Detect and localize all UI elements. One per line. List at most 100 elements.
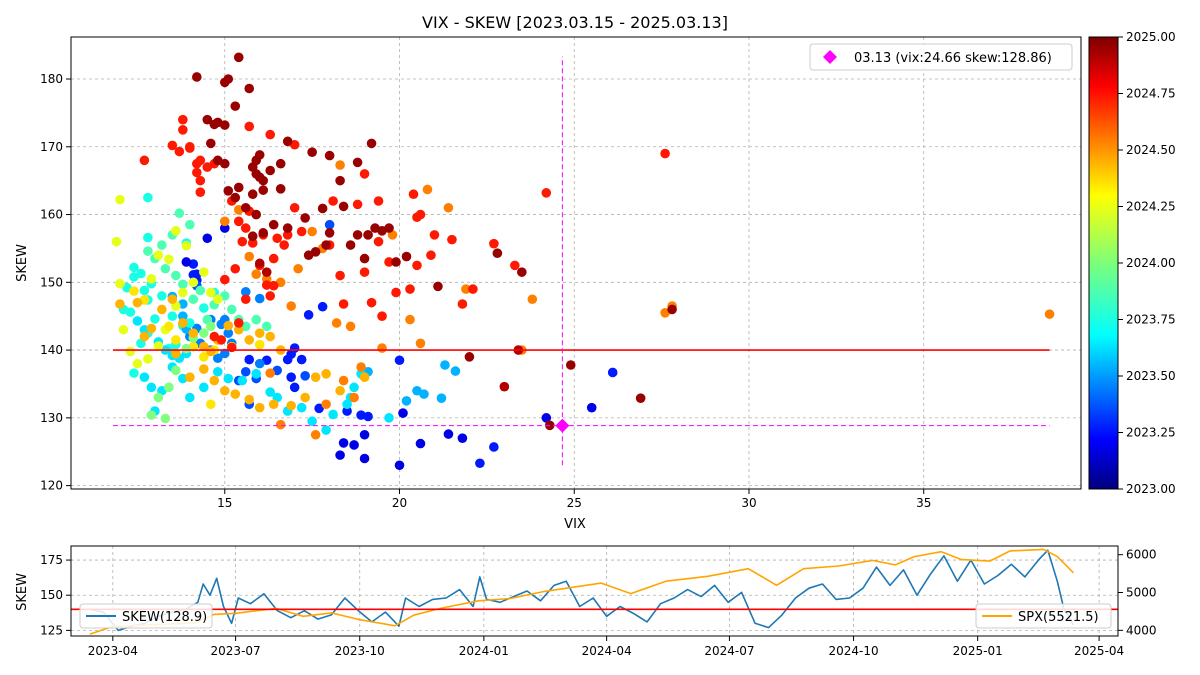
scatter-point: [265, 331, 276, 342]
scatter-point: [164, 321, 174, 332]
scatter-point: [394, 355, 405, 366]
scatter-point: [429, 230, 440, 240]
scatter-point: [349, 382, 359, 393]
spx-line: [89, 548, 1075, 635]
scatter-point: [289, 382, 300, 393]
scatter-point: [199, 303, 209, 313]
scatter-point: [261, 267, 272, 277]
scatter-point: [363, 411, 373, 422]
scatter-point: [219, 223, 230, 233]
colorbar-tick-label: 2024.25: [1126, 200, 1176, 214]
scatter-point: [171, 365, 181, 376]
scatter-point: [635, 393, 646, 403]
y-tick-label: 160: [40, 208, 63, 222]
scatter-point: [510, 260, 520, 271]
scatter-point: [157, 304, 167, 315]
scatter-point: [443, 429, 454, 439]
scatter-point: [118, 324, 129, 335]
scatter-point: [286, 301, 296, 311]
scatter-point: [129, 262, 139, 273]
spx-legend: SPX(5521.5): [975, 603, 1112, 629]
scatter-point: [310, 429, 321, 440]
scatter-point: [247, 238, 258, 248]
scatter-points: [111, 52, 1055, 471]
scatter-point: [286, 372, 296, 382]
scatter-point: [146, 323, 157, 334]
scatter-point: [373, 236, 384, 247]
scatter-point: [289, 202, 300, 213]
scatter-point: [282, 223, 293, 233]
scatter-point: [300, 371, 310, 381]
scatter-point: [233, 324, 244, 335]
scatter-point: [132, 316, 143, 326]
scatter-point: [335, 175, 345, 186]
scatter-point: [167, 294, 178, 305]
legend-label: 03.13 (vix:24.66 skew:128.86): [854, 51, 1052, 66]
scatter-point: [230, 192, 241, 203]
scatter-point: [401, 396, 412, 406]
scatter-point: [240, 223, 251, 233]
scatter-point: [171, 348, 181, 359]
scatter-point: [143, 192, 153, 203]
scatter-point: [314, 403, 324, 414]
scatter-point: [212, 294, 223, 305]
colorbar-tick-label: 2024.00: [1126, 256, 1176, 270]
scatter-point: [188, 277, 199, 288]
scatter-point: [303, 310, 314, 320]
scatter-point: [317, 301, 328, 312]
scatter-point: [233, 216, 244, 227]
scatter-point: [254, 293, 265, 304]
scatter-point: [300, 392, 310, 403]
scatter-point: [268, 219, 279, 230]
scatter-point: [237, 236, 248, 247]
scatter-point: [223, 320, 234, 331]
scatter-point: [247, 231, 258, 242]
scatter-point: [205, 138, 216, 149]
scatter-point: [384, 413, 394, 423]
scatter-point: [153, 341, 164, 351]
scatter-point: [146, 274, 157, 284]
scatter-point: [244, 121, 255, 132]
scatter-point: [219, 216, 230, 227]
scatter-point: [450, 366, 461, 376]
scatter-point: [541, 188, 552, 198]
x-tick-label: 30: [741, 496, 756, 510]
scatter-point: [464, 352, 475, 362]
scatter-point: [219, 385, 230, 396]
scatter-point: [195, 187, 206, 197]
scatter-point: [219, 274, 230, 285]
scatter-point: [321, 368, 331, 379]
scatter-point: [115, 194, 125, 205]
scatter-point: [178, 318, 188, 328]
scatter-point: [192, 72, 202, 82]
scatter-point: [185, 318, 195, 328]
y-tick-label: 120: [40, 479, 63, 493]
colorbar: [1088, 36, 1119, 490]
scatter-point: [489, 442, 499, 452]
scatter-point: [199, 364, 209, 374]
scatter-point: [160, 263, 171, 274]
scatter-point: [195, 175, 206, 186]
scatter-x-axis-label: VIX: [564, 517, 586, 532]
scatter-point: [338, 299, 349, 309]
scatter-point: [129, 272, 139, 282]
scatter-point: [223, 74, 234, 84]
scatter-point: [230, 389, 241, 399]
scatter-point: [132, 358, 143, 369]
colorbar-tick-label: 2024.50: [1126, 143, 1176, 157]
scatter-point: [237, 375, 248, 386]
scatter-point: [230, 263, 241, 274]
scatter-point: [199, 352, 209, 362]
scatter-point: [457, 299, 468, 309]
scatter-point: [195, 285, 206, 296]
time-tick-label: 2024-04: [582, 644, 632, 658]
scatter-point: [324, 150, 335, 161]
legend-diamond-marker: [823, 50, 837, 64]
scatter-point: [359, 372, 370, 382]
scatter-point: [157, 240, 167, 250]
scatter-point: [335, 160, 345, 170]
scatter-point: [115, 299, 125, 309]
scatter-point: [565, 360, 576, 370]
scatter-point: [157, 291, 167, 301]
